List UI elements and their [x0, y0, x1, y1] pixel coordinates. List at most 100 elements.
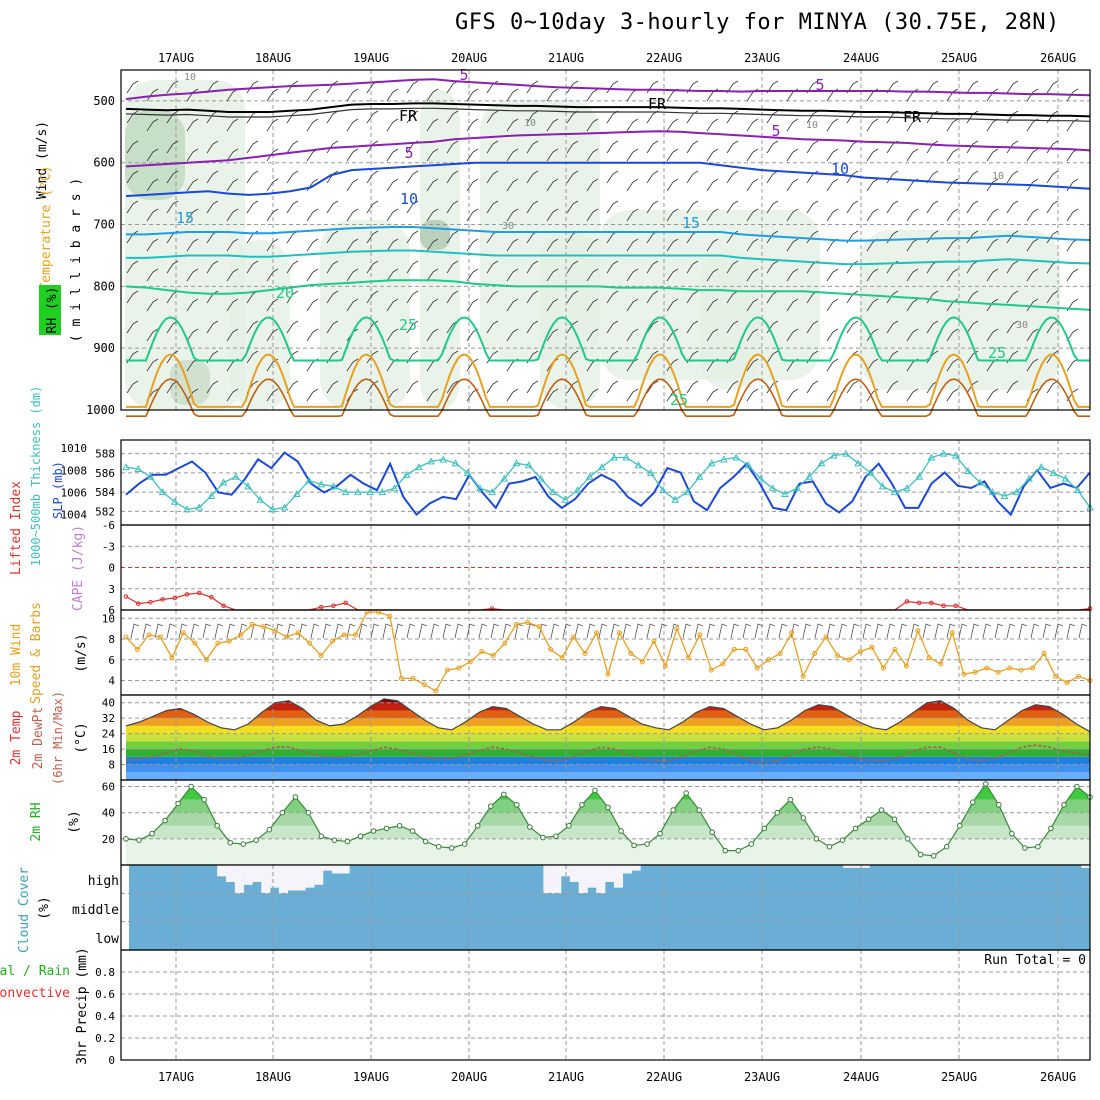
run-total-label: Run Total = 0	[984, 953, 1086, 968]
wind-speed-marker	[226, 638, 232, 644]
wind-barb	[526, 320, 539, 334]
wind-barb	[566, 200, 579, 214]
surface-wind-barb	[874, 623, 884, 639]
thickness-marker	[256, 495, 265, 503]
wind-barb	[306, 118, 319, 132]
top-date-label: 19AUG	[353, 51, 389, 65]
thickness-marker	[451, 459, 460, 467]
li-marker	[941, 603, 946, 609]
temp-color-band	[126, 710, 1090, 719]
wind-barb	[1066, 88, 1079, 102]
wind-tick-label: 6	[108, 654, 115, 667]
precip-tick-label: 0.4	[95, 1010, 115, 1023]
thickness-marker	[341, 488, 350, 496]
wind-speed-marker	[846, 657, 852, 663]
surface-wind-barb	[298, 623, 308, 639]
rh-marker	[487, 803, 494, 809]
wind-barb	[406, 380, 419, 394]
wind-barb	[426, 388, 439, 402]
wind-speed-marker	[318, 653, 324, 659]
rh-band-group	[126, 783, 1090, 865]
wind-barb	[966, 320, 979, 334]
wind-barb	[446, 200, 459, 214]
thickness-marker	[1061, 474, 1070, 482]
wind-barb	[466, 388, 479, 402]
wind-barb	[146, 118, 159, 132]
wind-barb	[226, 238, 239, 252]
temp-color-band	[126, 733, 1090, 742]
wind-barb	[686, 200, 699, 214]
bottom-date-label: 24AUG	[843, 1070, 879, 1084]
wind-speed-marker	[800, 673, 806, 679]
surface-wind-barb	[694, 623, 704, 639]
wind-barb	[386, 148, 399, 162]
wind-barb	[246, 170, 259, 184]
wind-barb	[706, 208, 719, 222]
thickness-marker	[219, 478, 228, 486]
thickness-marker	[439, 455, 448, 463]
wind-barb	[726, 170, 739, 184]
surface-wind-barb	[1054, 623, 1064, 639]
wind-barb	[486, 290, 499, 304]
wind-barb	[466, 358, 479, 372]
wind-barb	[866, 148, 879, 162]
thickness-marker	[768, 484, 777, 492]
rh-marker	[813, 836, 820, 842]
rh-marker	[657, 830, 663, 837]
wind-barb	[826, 148, 839, 162]
wind-barb	[906, 388, 919, 402]
rh-marker	[930, 853, 937, 859]
thickness-marker	[756, 474, 765, 482]
wind-barb	[406, 170, 419, 184]
wind-barb	[266, 208, 279, 222]
rh-marker	[800, 815, 807, 821]
wind-barb	[426, 298, 439, 312]
wind-barb	[346, 118, 359, 132]
wind-barb	[866, 298, 879, 312]
wind-barb	[646, 200, 659, 214]
wind-barb	[546, 118, 559, 132]
wind-barb	[446, 290, 459, 304]
wind-barb	[346, 148, 359, 162]
wind-barb	[306, 268, 319, 282]
wind-speed-marker	[536, 624, 542, 630]
temp-tick-label: 40	[102, 697, 115, 710]
contour-label: 5	[459, 66, 468, 84]
bottom-date-label: 25AUG	[941, 1070, 977, 1084]
contour-label: 10	[524, 118, 536, 129]
surface-wind-barb	[922, 623, 932, 639]
li-marker	[929, 600, 934, 606]
top-date-label: 25AUG	[941, 51, 977, 65]
wind-barb	[986, 268, 999, 282]
thickness-marker	[1000, 491, 1009, 499]
wind-speed-marker	[433, 688, 439, 694]
cloud-middle-label: middle	[72, 903, 119, 918]
wind-speed-marker	[1030, 665, 1036, 671]
wind-barb	[1026, 238, 1039, 252]
wind-barb	[406, 110, 419, 124]
wind-barb	[386, 238, 399, 252]
wind-barb	[246, 350, 259, 364]
rh-marker	[175, 800, 181, 807]
wind-speed-marker	[835, 653, 841, 659]
wind-barb	[366, 230, 379, 244]
wind-barb	[126, 200, 139, 214]
wind-speed-marker	[180, 630, 186, 636]
wind-barb	[226, 178, 239, 192]
contour-label: FR	[399, 107, 418, 125]
surface-wind-barb	[370, 623, 380, 639]
wind-barb	[1066, 268, 1079, 282]
high-cloud-bar	[843, 865, 853, 868]
wind-barb	[646, 350, 659, 364]
high-cloud-bar	[1081, 865, 1091, 868]
thickness-marker	[903, 484, 911, 492]
slp-line	[125, 451, 1091, 517]
surface-wind-barb	[706, 623, 716, 639]
wind-barb	[146, 298, 159, 312]
wind-barb	[446, 260, 459, 274]
thickness-marker	[659, 486, 667, 494]
wind-barb	[626, 118, 639, 132]
wind-barb	[906, 268, 919, 282]
thickness-marker	[268, 505, 277, 513]
surface-wind-barb	[802, 623, 812, 639]
